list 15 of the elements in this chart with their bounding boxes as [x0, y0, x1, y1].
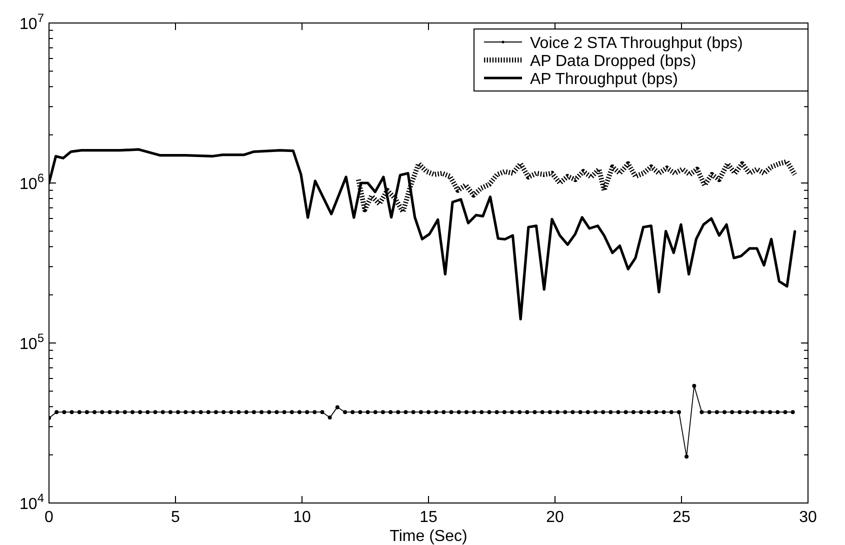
legend-label: AP Throughput (bps) — [530, 71, 678, 88]
x-tick-label: 15 — [420, 509, 438, 526]
x-tick-label: 5 — [171, 509, 180, 526]
legend-label: Voice 2 STA Throughput (bps) — [530, 35, 743, 52]
y-tick-label: 10$^{7}$ — [20, 11, 44, 33]
y-tick-label: 10$^{4}$ — [20, 491, 44, 513]
y-tick-label: 10$^{6}$ — [20, 171, 44, 193]
x-axis-title: Time (Sec) — [390, 528, 468, 545]
x-tick-label: 0 — [44, 509, 54, 526]
y-tick-label: 10$^{5}$ — [20, 331, 44, 353]
x-tick-label: 25 — [672, 509, 690, 526]
x-tick-label: 20 — [546, 509, 564, 526]
x-tick-label: 30 — [799, 509, 817, 526]
legend-label: AP Data Dropped (bps) — [530, 53, 696, 70]
x-tick-label: 10 — [293, 509, 311, 526]
